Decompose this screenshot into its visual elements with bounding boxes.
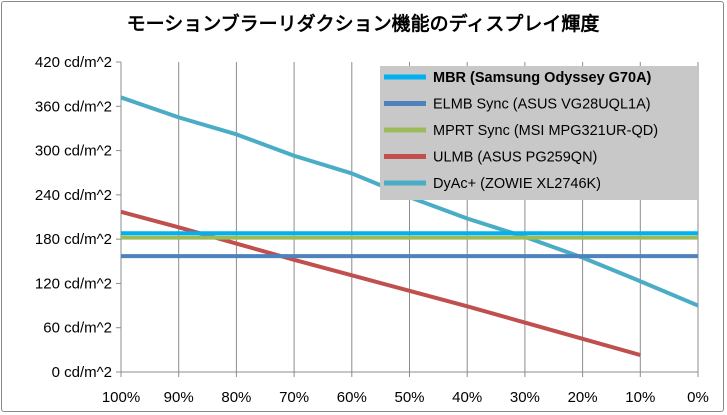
- x-tick-label-7: 30%: [510, 389, 540, 406]
- x-tick-label-9: 10%: [625, 389, 655, 406]
- axes: [116, 61, 699, 377]
- legend-label-2: MPRT Sync (MSI MPG321UR-QD): [433, 123, 658, 139]
- x-tick-label-6: 40%: [452, 389, 482, 406]
- y-tick-label-4: 240 cd/m^2: [35, 187, 112, 204]
- chart-title: モーションブラーリダクション機能のディスプレイ輝度: [127, 12, 601, 35]
- legend-label-3: ULMB (ASUS PG259QN): [433, 150, 597, 166]
- y-tick-label-3: 180 cd/m^2: [35, 231, 112, 248]
- x-tick-label-0: 100%: [102, 389, 140, 406]
- x-tick-label-5: 50%: [394, 389, 424, 406]
- legend-label-1: ELMB Sync (ASUS VG28UQL1A): [433, 97, 651, 113]
- y-tick-label-0: 0 cd/m^2: [52, 364, 112, 381]
- y-tick-label-1: 60 cd/m^2: [43, 320, 112, 337]
- legend-label-4: DyAc+ (ZOWIE XL2746K): [433, 176, 601, 192]
- x-tick-label-4: 60%: [337, 389, 367, 406]
- y-tick-label-2: 120 cd/m^2: [35, 275, 112, 292]
- x-tick-label-2: 80%: [221, 389, 251, 406]
- x-tick-label-3: 70%: [279, 389, 309, 406]
- x-tick-label-1: 90%: [164, 389, 194, 406]
- x-tick-label-8: 20%: [568, 389, 598, 406]
- y-tick-label-6: 360 cd/m^2: [35, 98, 112, 115]
- y-tick-labels: 0 cd/m^2 60 cd/m^2 120 cd/m^2 180 cd/m^2 240…: [35, 54, 112, 381]
- series-line-3: [120, 209, 641, 357]
- y-tick-label-7: 420 cd/m^2: [35, 54, 112, 71]
- y-tick-label-5: 300 cd/m^2: [35, 143, 112, 160]
- legend-box: [380, 66, 697, 200]
- legend-label-0: MBR (Samsung Odyssey G70A): [433, 70, 652, 86]
- x-tick-labels: 100% 90% 80% 70% 60% 50% 40% 30% 20% 10% 0%: [102, 389, 709, 406]
- legend: MBR (Samsung Odyssey G70A) ELMB Sync (ASU…: [380, 66, 697, 200]
- x-tick-label-10: 0%: [687, 389, 709, 406]
